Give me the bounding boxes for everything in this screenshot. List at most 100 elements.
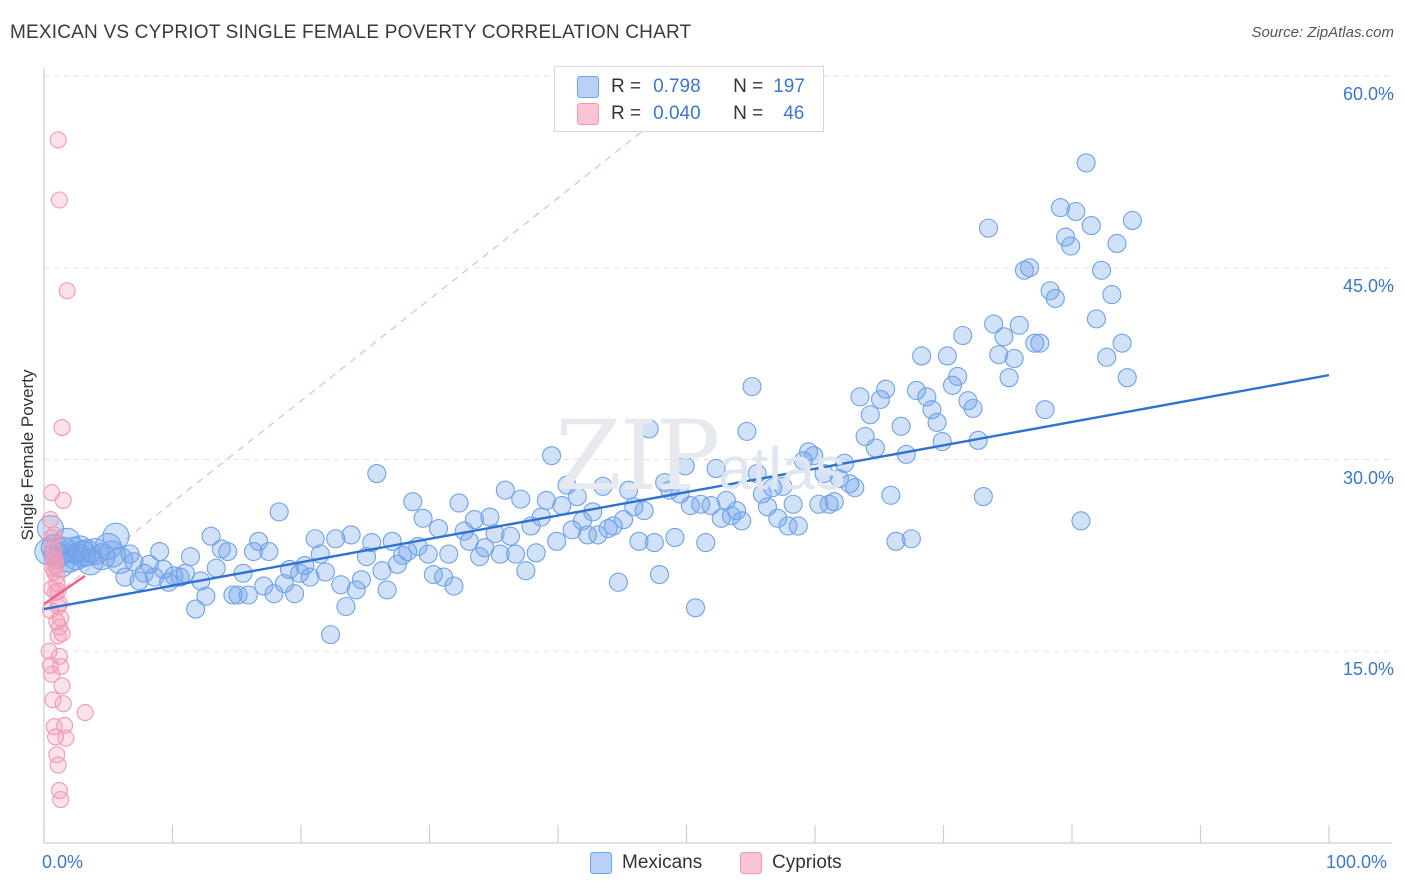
- cypriots-point: [41, 511, 59, 529]
- legend-r-label: R =: [611, 103, 642, 124]
- mexicans-point: [608, 572, 628, 592]
- mexicans-point: [480, 507, 500, 527]
- mexicans-point: [881, 485, 901, 505]
- mexicans-point: [644, 533, 664, 553]
- mexicans-trend-line: [43, 373, 1330, 611]
- mexicans-point: [1025, 333, 1045, 353]
- mexicans-point: [629, 531, 649, 551]
- mexicans-point: [403, 492, 423, 512]
- mexicans-point: [567, 487, 587, 507]
- mexicans-point: [768, 508, 788, 528]
- watermark: ZIPatlas: [555, 400, 845, 512]
- mexicans-point: [274, 573, 294, 594]
- cypriots-point: [44, 691, 62, 709]
- mexicans-point: [973, 487, 993, 507]
- y-tick-label: 45.0%: [1342, 275, 1394, 296]
- mexicans-point: [865, 438, 885, 458]
- legend-label-mexicans: Mexicans: [622, 852, 703, 873]
- mexicans-point: [1030, 333, 1050, 353]
- mexicans-point: [506, 544, 526, 564]
- cypriots-point: [58, 282, 76, 300]
- mexicans-point: [901, 529, 921, 549]
- mexicans-point: [783, 494, 803, 514]
- cypriots-point: [45, 526, 63, 544]
- cypriots-point: [53, 677, 71, 695]
- mexicans-point: [153, 559, 174, 579]
- mexicans-point: [228, 585, 248, 605]
- mexicans-point: [238, 585, 258, 605]
- mexicans-point: [485, 524, 505, 544]
- mexicans-point: [994, 327, 1014, 347]
- mexicans-point: [593, 476, 613, 496]
- mexicans-point: [470, 547, 490, 567]
- mexicans-point: [850, 387, 870, 407]
- mexicans-point: [1092, 260, 1112, 280]
- mexicans-point: [490, 544, 510, 564]
- mexicans-point: [937, 346, 957, 366]
- cypriots-point: [47, 551, 65, 570]
- mexicans-point: [439, 544, 459, 564]
- mexicans-point: [737, 421, 757, 441]
- legend-item-mexicans: Mexicans: [590, 852, 702, 874]
- mexicans-point: [1102, 285, 1122, 305]
- mexicans-point: [917, 387, 937, 407]
- legend-r-label: R =: [611, 76, 642, 97]
- mexicans-point: [341, 525, 361, 545]
- mexicans-point: [1071, 511, 1091, 531]
- mexicans-point: [727, 501, 747, 521]
- legend-r-value: 0.040: [653, 103, 701, 124]
- cypriots-point: [43, 484, 61, 502]
- x-tick-max: 100.0%: [1326, 852, 1388, 872]
- mexicans-point: [1122, 210, 1142, 231]
- mexicans-point: [588, 525, 608, 545]
- mexicans-point: [201, 526, 221, 546]
- mexicans-point: [170, 567, 190, 587]
- mexicans-point: [1117, 368, 1137, 388]
- y-axis-label: Single Female Poverty: [18, 369, 37, 541]
- mexicans-point: [367, 464, 387, 484]
- mexicans-point: [1081, 216, 1101, 236]
- mexicans-point: [536, 490, 556, 510]
- mexicans-point: [999, 368, 1019, 388]
- cypriots-point: [43, 580, 61, 598]
- mexicans-point: [428, 518, 449, 539]
- mexicans-point: [953, 325, 973, 346]
- cypriots-point: [52, 790, 70, 809]
- mexicans-point: [346, 580, 366, 600]
- cypriots-trend-line: [43, 574, 86, 605]
- mexicans-point: [778, 516, 798, 536]
- mexicans-point: [326, 529, 346, 549]
- mexicans-point: [984, 314, 1004, 334]
- mexicans-point: [763, 478, 783, 498]
- legend-row-mexicans: R = 0.798 N = 197: [577, 75, 805, 99]
- mexicans-point: [516, 561, 536, 581]
- mexicans-point: [464, 510, 485, 530]
- legend-r-value: 0.798: [653, 76, 701, 97]
- mexicans-point: [115, 567, 135, 587]
- mexicans-point: [249, 531, 269, 551]
- mexicans-point: [259, 541, 279, 562]
- stats-legend: R = 0.798 N = 197 R = 0.040 N = 46: [554, 66, 824, 132]
- mexicans-point: [223, 585, 243, 605]
- mexicans-point: [186, 599, 206, 619]
- mexicans-legend-icon: [590, 852, 612, 874]
- mexicans-point: [218, 541, 238, 562]
- y-tick-label: 15.0%: [1342, 659, 1394, 680]
- mexicans-point: [773, 476, 793, 496]
- cypriots-point: [54, 695, 72, 713]
- mexicans-point: [444, 576, 464, 596]
- mexicans-point: [891, 416, 911, 436]
- mexicans-swatch-icon: [577, 76, 599, 98]
- cypriots-point: [40, 642, 58, 660]
- y-tick-label: 30.0%: [1342, 467, 1394, 488]
- axes: [43, 68, 1392, 844]
- cypriots-swatch-icon: [577, 103, 599, 125]
- mexicans-point: [1009, 315, 1029, 335]
- x-tick-min: 0.0%: [42, 852, 84, 872]
- cypriots-point: [57, 729, 75, 747]
- mexicans-point: [511, 489, 531, 509]
- mexicans-point: [721, 506, 742, 526]
- mexicans-point: [706, 458, 726, 478]
- mexicans-point: [922, 400, 942, 420]
